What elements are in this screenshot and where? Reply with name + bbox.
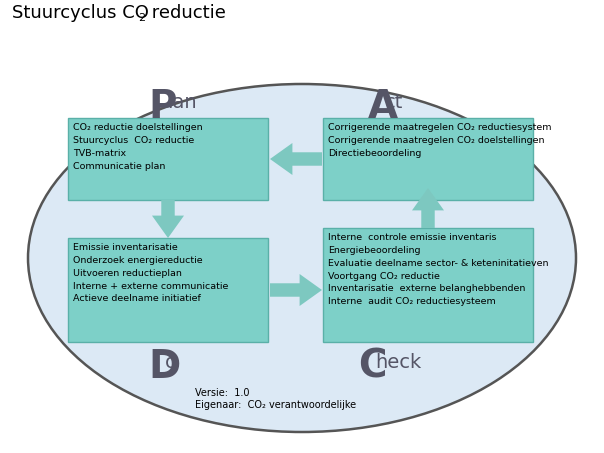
Text: ct: ct xyxy=(385,93,403,112)
Text: o: o xyxy=(165,353,177,372)
FancyBboxPatch shape xyxy=(323,228,533,342)
FancyBboxPatch shape xyxy=(323,118,533,200)
Text: Stuurcyclus CO: Stuurcyclus CO xyxy=(12,4,149,22)
Ellipse shape xyxy=(28,84,576,432)
Text: Interne  controle emissie inventaris
Energiebeoordeling
Evaluatie deelname secto: Interne controle emissie inventaris Ener… xyxy=(328,233,548,306)
Text: CO₂ reductie doelstellingen
Stuurcyclus  CO₂ reductie
TVB-matrix
Communicatie pl: CO₂ reductie doelstellingen Stuurcyclus … xyxy=(73,123,202,170)
FancyBboxPatch shape xyxy=(68,118,268,200)
Text: lan: lan xyxy=(167,93,197,112)
Text: reductie: reductie xyxy=(146,4,226,22)
Text: D: D xyxy=(148,348,180,386)
Polygon shape xyxy=(270,143,322,175)
Text: Corrigerende maatregelen CO₂ reductiesystem
Corrigerende maatregelen CO₂ doelste: Corrigerende maatregelen CO₂ reductiesys… xyxy=(328,123,551,158)
Polygon shape xyxy=(412,188,444,228)
Text: Emissie inventarisatie
Onderzoek energiereductie
Uitvoeren reductieplan
Interne : Emissie inventarisatie Onderzoek energie… xyxy=(73,243,228,304)
Text: C: C xyxy=(358,348,387,386)
Text: Versie:  1.0: Versie: 1.0 xyxy=(195,388,249,398)
FancyBboxPatch shape xyxy=(68,238,268,342)
Text: A: A xyxy=(368,88,398,126)
Text: 2: 2 xyxy=(138,13,145,23)
Polygon shape xyxy=(152,200,184,238)
Text: heck: heck xyxy=(375,353,421,372)
Text: Eigenaar:  CO₂ verantwoordelijke: Eigenaar: CO₂ verantwoordelijke xyxy=(195,400,356,410)
Polygon shape xyxy=(270,274,322,306)
Text: P: P xyxy=(148,88,176,126)
